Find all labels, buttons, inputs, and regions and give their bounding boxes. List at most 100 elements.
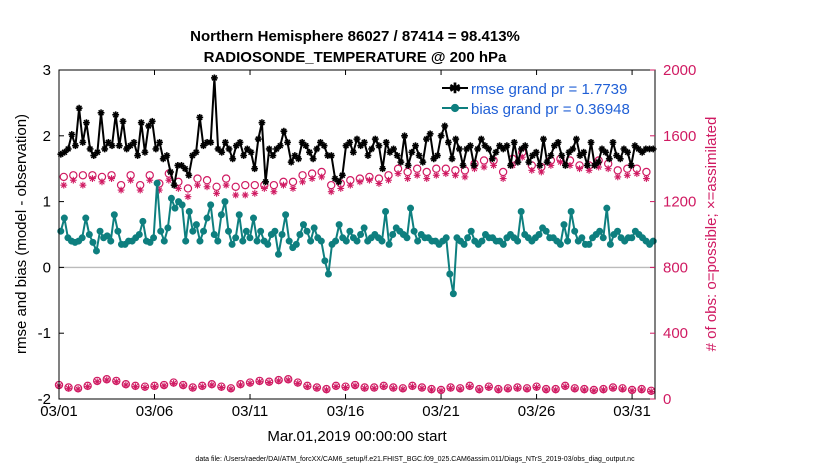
right-tick-label: 1600	[663, 128, 696, 145]
x-axis: 03/01 03/06 03/11 03/16 03/21 03/26 03/31	[40, 70, 651, 420]
bias-point	[246, 234, 254, 242]
asterisk-stroke	[251, 165, 258, 172]
rmse-point	[360, 138, 368, 146]
asterisk-stroke	[460, 162, 467, 169]
rmse-point	[459, 162, 467, 169]
asterisk-stroke	[617, 155, 624, 162]
asterisk-stroke	[79, 139, 86, 146]
asterisk-stroke	[80, 182, 86, 188]
asterisk-stroke	[573, 136, 580, 143]
obs-assimilated-point	[323, 386, 330, 394]
bias-point	[460, 240, 468, 248]
bias-point	[321, 257, 329, 265]
bias-point	[556, 240, 564, 248]
rmse-point	[181, 165, 189, 173]
asterisk-stroke	[634, 170, 640, 177]
rmse-point	[284, 138, 291, 146]
plot-area	[59, 70, 655, 399]
asterisk-stroke	[364, 152, 371, 159]
bias-point	[407, 204, 415, 212]
bias-point	[324, 270, 332, 278]
bias-point	[303, 227, 311, 235]
left-tick-label: -1	[38, 325, 51, 342]
asterisk-stroke	[256, 378, 263, 385]
asterisk-stroke	[624, 172, 631, 179]
asterisk-stroke	[408, 149, 415, 156]
asterisk-stroke	[141, 149, 148, 156]
obs-assimilated-point	[275, 377, 283, 385]
left-axis-label: rmse and bias (model - observation)	[13, 114, 30, 354]
right-tick-label: 0	[663, 391, 671, 408]
bias-point	[257, 227, 265, 235]
asterisk-stroke	[280, 182, 287, 188]
bias-point	[585, 240, 593, 248]
rmse-point	[251, 165, 259, 173]
bias-point	[167, 194, 175, 202]
asterisk-stroke	[567, 162, 573, 169]
asterisk-stroke	[211, 74, 218, 81]
rmse-point	[368, 145, 376, 153]
rmse-point	[137, 119, 145, 127]
rmse-point	[503, 142, 511, 150]
obs-assimilated-point	[399, 385, 407, 393]
rmse-point	[379, 165, 386, 173]
rmse-point	[156, 138, 163, 146]
rmse-point	[163, 152, 171, 159]
bias-point	[478, 237, 486, 245]
obs-assimilated-point	[623, 171, 631, 179]
bias-point	[214, 237, 222, 245]
asterisk-stroke	[347, 182, 354, 188]
obs-assimilated-point	[60, 181, 68, 189]
rmse-point	[426, 130, 434, 138]
asterisk-stroke	[416, 152, 423, 159]
obs-assimilated-point	[194, 181, 201, 189]
bias-point	[203, 214, 211, 222]
asterisk-stroke	[284, 139, 291, 146]
rmse-point	[543, 158, 551, 166]
bias-point	[310, 224, 318, 232]
rmse-point	[346, 138, 354, 146]
obs-assimilated-point	[480, 163, 488, 171]
asterisk-stroke	[342, 384, 349, 391]
bias-point	[299, 221, 307, 229]
bias-point	[464, 234, 472, 242]
right-axis: 0 400 800 1200 1600 2000	[650, 62, 696, 408]
asterisk-stroke	[394, 152, 401, 159]
asterisk-stroke	[151, 383, 158, 390]
asterisk-stroke	[196, 114, 203, 121]
obs-assimilated-point	[428, 386, 435, 394]
asterisk-stroke	[87, 145, 94, 152]
asterisk-stroke	[606, 155, 613, 162]
obs-assimilated-point	[643, 175, 650, 182]
rmse-point	[441, 122, 449, 130]
asterisk-stroke	[445, 139, 452, 146]
obs-assimilated-point	[184, 193, 192, 201]
rmse-point	[196, 113, 204, 121]
rmse-point	[452, 135, 460, 143]
asterisk-stroke	[405, 162, 412, 169]
rmse-point	[554, 138, 562, 146]
rmse-point	[254, 135, 262, 143]
bias-point	[221, 198, 229, 206]
rmse-point	[192, 148, 200, 156]
bias-point	[157, 227, 165, 235]
obs-assimilated-point	[346, 181, 354, 189]
asterisk-stroke	[294, 380, 301, 387]
obs-assimilated-point	[251, 189, 259, 197]
obs-assimilated-point	[523, 385, 531, 393]
asterisk-stroke	[146, 177, 153, 184]
asterisk-stroke	[543, 387, 549, 393]
asterisk-stroke	[94, 378, 100, 385]
asterisk-stroke	[285, 377, 292, 383]
obs-assimilated-point	[265, 379, 273, 386]
asterisk-stroke	[280, 128, 287, 135]
bias-point	[164, 224, 172, 232]
rmse-point	[485, 145, 493, 153]
obs-assimilated-point	[74, 385, 82, 393]
bias-point	[517, 207, 525, 215]
obs-assimilated-point	[222, 181, 230, 189]
rmse-point	[455, 145, 463, 153]
bias-point	[110, 211, 118, 219]
obs-assimilated-point	[351, 382, 359, 390]
